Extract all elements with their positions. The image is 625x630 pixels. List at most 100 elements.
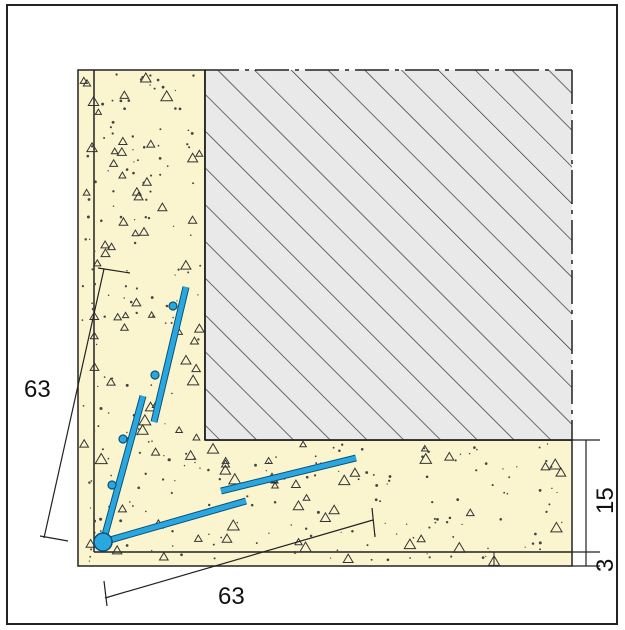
aggregate-triangle-icon [220,459,231,468]
aggregate-dot [450,555,453,558]
aggregate-triangle-icon [189,336,200,345]
aggregate-dot [141,75,144,79]
aggregate-triangle-icon [141,176,153,186]
aggregate-dot [142,145,146,149]
aggregate-triangle-icon [403,538,417,550]
rebar-vertical-inner [150,286,190,423]
dimension-label-vertical-leg: 63 [24,376,51,403]
aggregate-dot [489,550,491,553]
aggregate-triangle-icon [94,452,109,465]
aggregate-dot [88,238,91,241]
aggregate-triangle-icon [221,533,233,543]
aggregate-triangle-icon [144,401,157,412]
aggregate-dot [159,128,162,131]
aggregate-triangle-icon [87,95,100,106]
aggregate-triangle-icon [206,442,220,454]
aggregate-dot [156,78,160,82]
aggregate-dot [174,480,176,482]
aggregate-dot [531,542,535,545]
aggregate-dot [151,440,153,442]
dimension-horizontal-leg [103,507,376,607]
aggregate-dot [125,383,129,387]
aggregate-dot [123,297,125,299]
aggregate-dot [461,523,463,526]
aggregate-triangle-icon [187,215,198,224]
aggregate-dot [459,453,462,456]
aggregate-dot [236,521,239,524]
aggregate-dot [207,468,210,472]
aggregate-dot [127,99,131,102]
aggregate-triangle-icon [138,413,152,426]
aggregate-dot [305,527,308,530]
aggregate-triangle-icon [349,467,361,477]
aggregate-triangle-icon [89,331,99,340]
aggregate-dot [246,495,249,498]
aggregate-dot [133,161,135,163]
aggregate-triangle-icon [158,551,170,561]
aggregate-triangle-icon [138,226,150,236]
aggregate-triangle-icon [487,554,501,566]
aggregate-triangle-icon [145,139,156,148]
aggregate-dot [388,475,392,478]
aggregate-dot [137,486,141,490]
aggregate-dot [187,129,190,132]
aggregate-dot [551,487,553,490]
aggregate-dot [386,558,390,562]
aggregate-dot [147,440,150,443]
aggregate-triangle-icon [221,456,230,464]
aggregate-dot [183,464,186,467]
aggregate-dot [208,533,210,535]
aggregate-dot [265,470,268,472]
aggregate-dot [89,555,92,558]
aggregate-dot [136,159,139,162]
aggregate-dot [427,450,430,454]
aggregate-triangle-icon [299,440,308,448]
aggregate-dot [207,503,211,507]
aggregate-dot [111,99,114,102]
aggregate-dot [125,544,129,547]
aggregate-dot [81,319,84,321]
aggregate-dot [545,510,548,514]
aggregate-dot [372,473,375,476]
aggregate-dot [172,316,174,319]
aggregate-dot [164,423,166,425]
aggregate-dot [374,498,378,502]
aggregate-dot [254,463,257,467]
aggregate-dot [133,241,137,245]
aggregate-triangle-icon [540,461,551,471]
aggregate-triangle-icon [226,519,241,531]
aggregate-dot [268,532,270,534]
aggregate-triangle-icon [85,538,97,548]
aggregate-dot [365,471,369,474]
aggregate-dot [448,516,452,520]
aggregate-dot [177,268,180,271]
aggregate-dot [90,145,94,148]
aggregate-dot [119,215,123,219]
aggregate-triangle-icon [342,553,354,563]
aggregate-triangle-icon [118,216,129,226]
aggregate-dot [84,238,87,241]
dimension-layer-thickness [572,439,600,567]
aggregate-dot [107,170,109,172]
aggregate-dot [273,500,277,504]
aggregate-triangle-icon [78,438,90,448]
aggregate-dot [149,84,151,86]
aggregate-dot [161,478,165,481]
aggregate-dot [267,461,270,464]
aggregate-dot [170,321,173,324]
aggregate-dot [384,522,386,524]
aggregate-triangle-icon [416,534,426,543]
aggregate-dot [178,107,182,111]
aggregate-triangle-icon [131,229,140,237]
aggregate-dot [190,234,192,236]
aggregate-triangle-icon [79,76,89,84]
aggregate-triangle-icon [452,541,466,553]
aggregate-dot [93,519,97,523]
aggregate-triangle-icon [157,202,168,212]
aggregate-dot [171,529,174,533]
aggregate-triangle-icon [302,493,311,501]
aggregate-dot [220,536,223,539]
aggregate-dot [506,492,509,495]
aggregate-dot [538,541,542,545]
aggregate-dot [556,491,558,494]
